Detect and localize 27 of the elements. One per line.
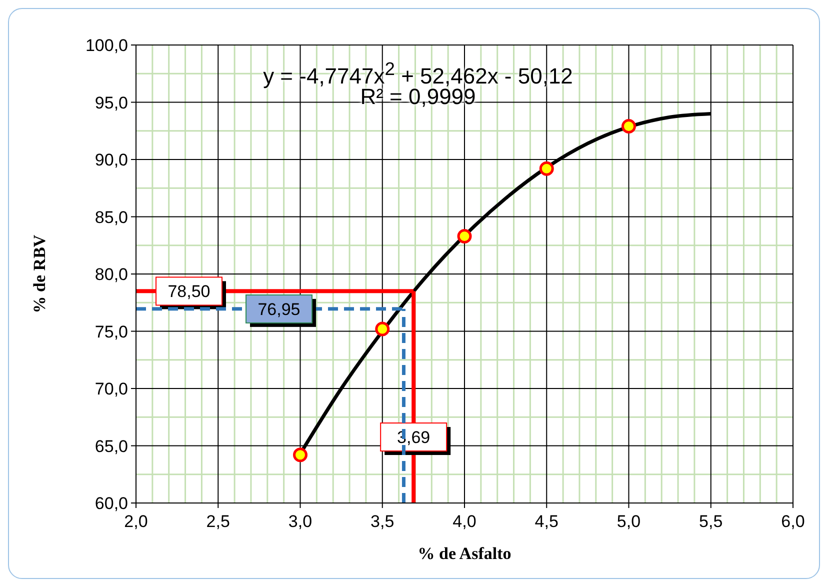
x-tick-label: 5,5 [699,512,723,531]
y-tick-label: 80,0 [94,265,128,284]
y-tick-label: 75,0 [94,322,128,342]
x-tick-label: 2,0 [124,512,148,531]
y-tick-label: 85,0 [94,208,128,227]
point [293,448,308,462]
x-tick-label: 4,5 [534,512,558,531]
y-tick-label: 60,0 [94,494,128,513]
x-tick-label: 2,5 [206,512,230,531]
x-axis-title: % de Asfalto [418,544,512,563]
x-tick-label: 3,0 [288,512,312,531]
y-axis-title: % de RBV [30,234,50,314]
y-tick-label: 95,0 [94,93,128,112]
x-tick-label: 5,0 [616,512,641,531]
x-tick-label: 6,0 [781,512,805,531]
y-tick-label: 90,0 [94,150,128,170]
ref-line-label: 78,50 [168,282,210,302]
y-tick-label: 70,0 [94,380,128,398]
x-tick-label: 4,0 [452,512,476,531]
point [622,119,636,134]
point [375,322,390,336]
ref-line-label: 76,95 [258,300,300,319]
x-tick-label: 3,5 [370,512,394,531]
y-tick-label: 65,0 [94,436,128,456]
point [457,228,472,244]
point [539,161,554,176]
y-tick-label: 100,0 [85,36,128,55]
